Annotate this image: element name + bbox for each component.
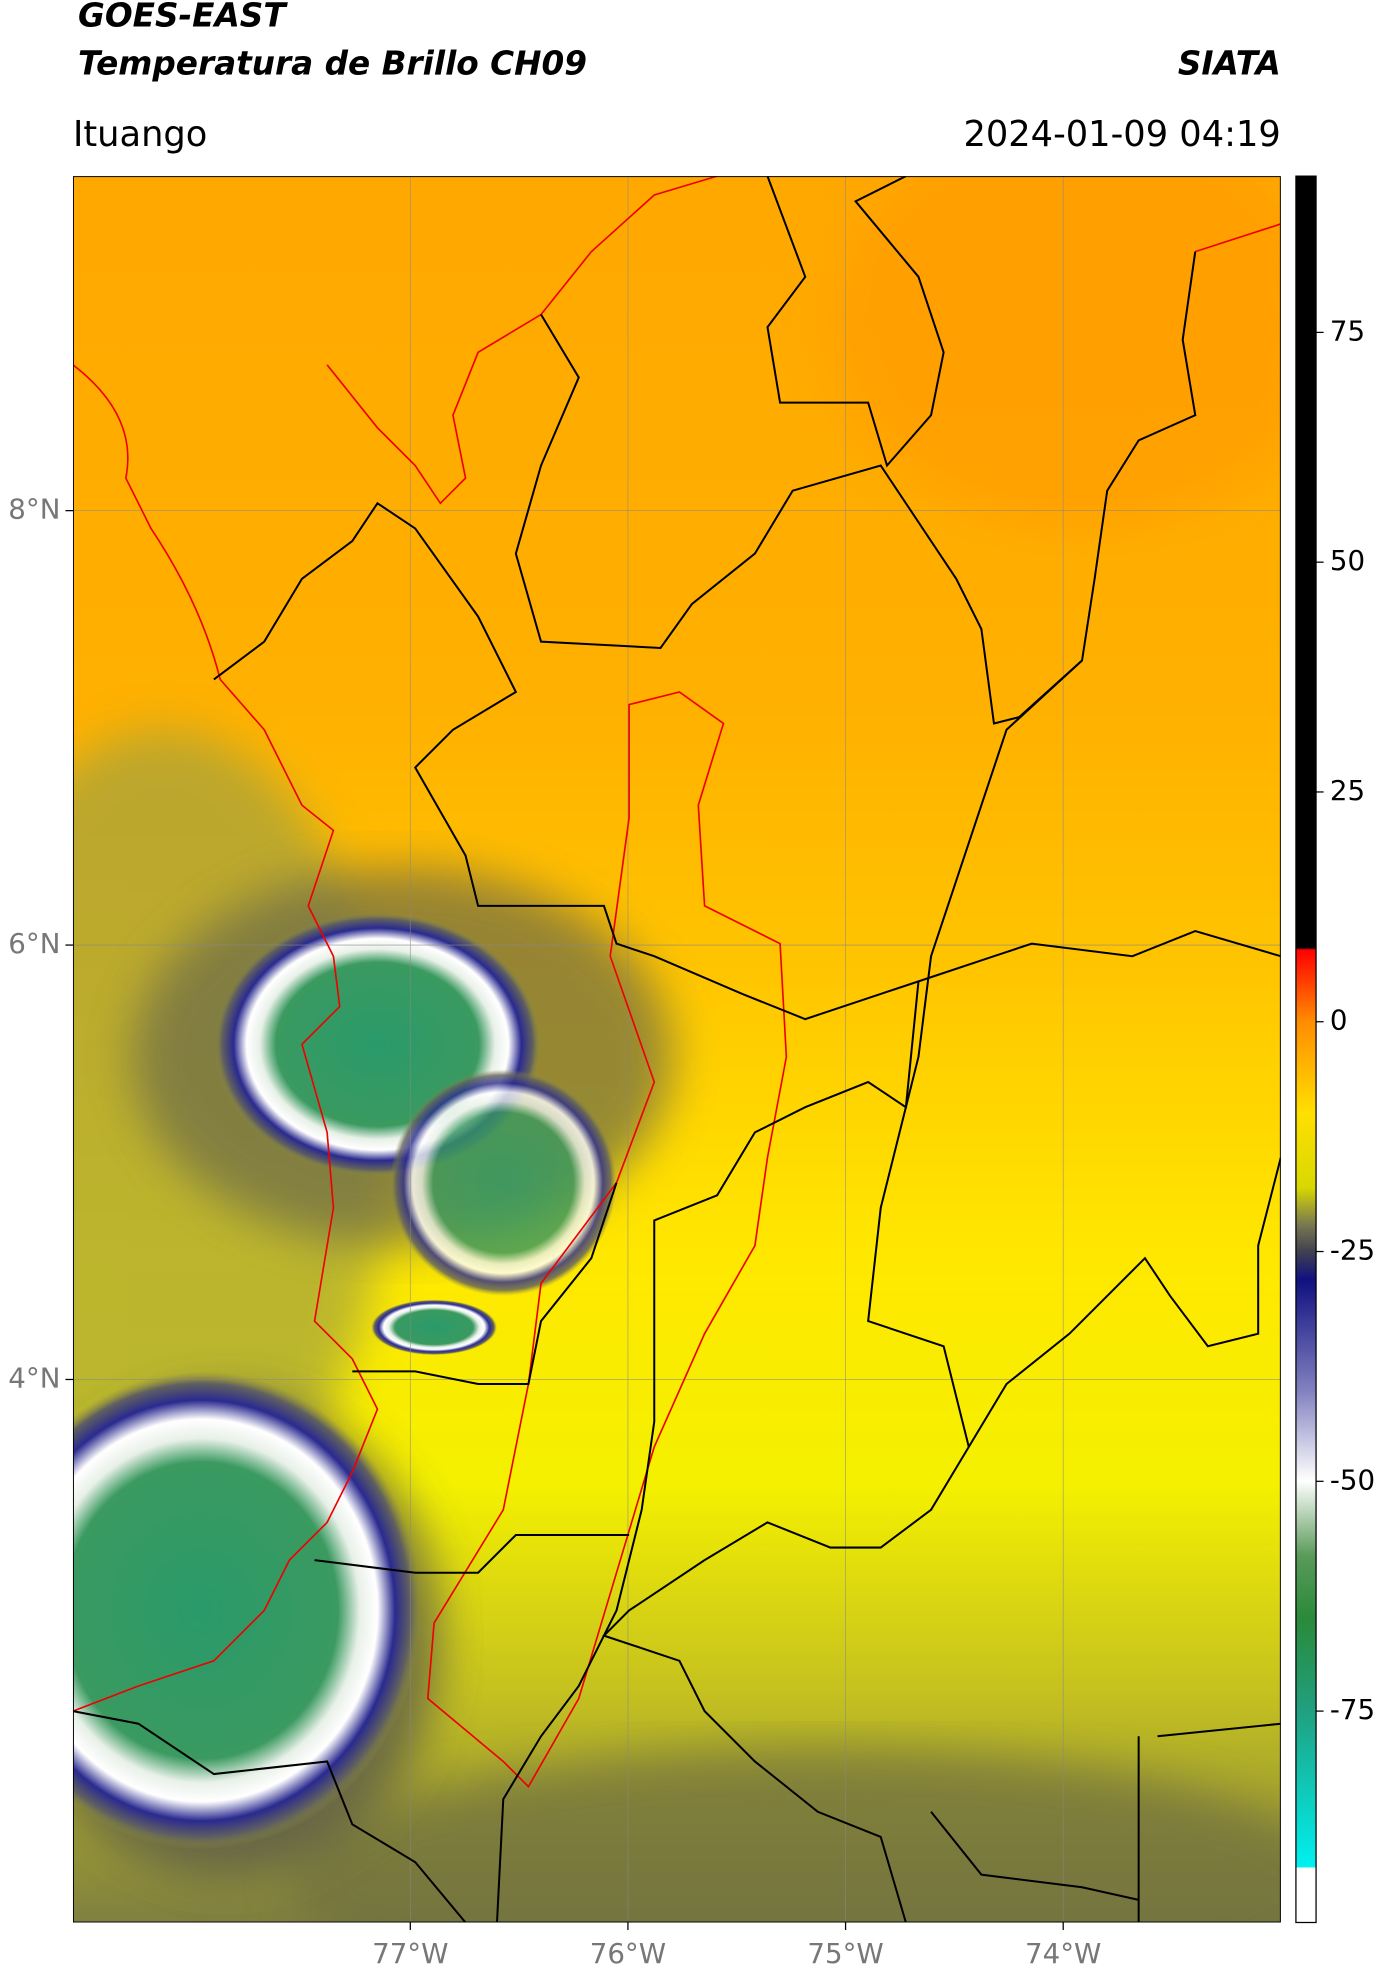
location: Ituango [73, 114, 207, 155]
organization: SIATA [1178, 44, 1281, 82]
lat-label: 4°N [8, 1361, 60, 1394]
gridlines [72, 176, 1281, 1923]
datetime: 2024-01-09 04:19 [963, 114, 1280, 155]
colorbar-label: -75 [1330, 1693, 1375, 1726]
title: GOES-EAST [78, 0, 288, 35]
colorbar [1295, 175, 1317, 1924]
colorbar-label: 50 [1330, 544, 1365, 577]
lon-label: 76°W [590, 1937, 666, 1970]
lon-label: 74°W [1025, 1937, 1101, 1970]
lat-label: 8°N [8, 493, 60, 526]
colorbar-label: 25 [1330, 774, 1365, 807]
title: Temperatura de Brillo CH09 [78, 44, 587, 82]
colorbar-label: 0 [1330, 1004, 1348, 1037]
colorbar-label: 75 [1330, 314, 1365, 347]
colorbar-label: -25 [1330, 1234, 1375, 1267]
map-image [72, 176, 1281, 1923]
colorbar-label: -50 [1330, 1463, 1375, 1496]
lat-label: 6°N [8, 927, 60, 960]
lon-label: 77°W [372, 1937, 448, 1970]
lon-label: 75°W [807, 1937, 883, 1970]
